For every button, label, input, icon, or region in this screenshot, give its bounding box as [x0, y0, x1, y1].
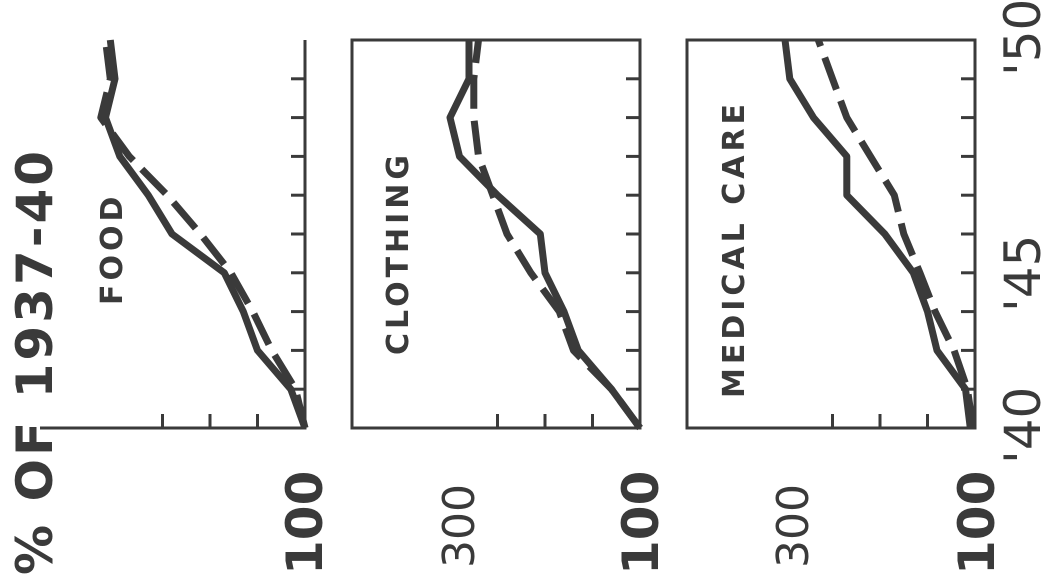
panel-label-food: FOOD	[95, 193, 130, 305]
panel-clothing	[350, 38, 643, 431]
panel-ticks	[161, 77, 305, 428]
ytick-label: 300	[768, 484, 819, 568]
ytick-label: 100	[276, 471, 334, 575]
solid-series-line	[102, 39, 309, 430]
xtick-label: '40	[994, 387, 1049, 464]
panel-food	[40, 39, 309, 430]
solid-series-line	[781, 39, 974, 429]
panel-label-clothing: CLOTHING	[381, 151, 416, 355]
ytick-label: 100	[948, 471, 1006, 575]
ytick-label: 100	[612, 471, 670, 575]
panel-ticks	[496, 77, 640, 428]
panel-lines	[97, 39, 309, 430]
dashed-series-line	[815, 38, 977, 429]
solid-series-line	[446, 40, 643, 431]
xtick-label: '45	[994, 235, 1049, 312]
panel-medical-care	[685, 38, 977, 430]
xtick-label: '50	[994, 0, 1049, 76]
figure-title: % OF 1937-40	[6, 148, 64, 575]
panel-lines	[781, 38, 977, 429]
dashed-series-line	[97, 39, 309, 429]
panel-label-medical-care: MEDICAL CARE	[717, 100, 752, 398]
dashed-series-line	[470, 39, 643, 431]
ytick-label: 300	[434, 484, 485, 568]
panel-lines	[446, 39, 643, 431]
